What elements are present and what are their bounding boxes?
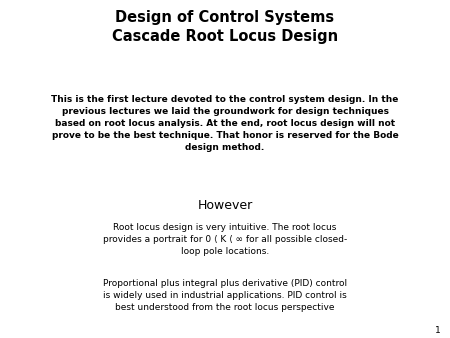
Text: Design of Control Systems
Cascade Root Locus Design: Design of Control Systems Cascade Root L… <box>112 10 338 44</box>
Text: 1: 1 <box>435 325 441 335</box>
Text: However: However <box>198 199 252 212</box>
Text: Proportional plus integral plus derivative (PID) control
is widely used in indus: Proportional plus integral plus derivati… <box>103 279 347 312</box>
Text: Root locus design is very intuitive. The root locus
provides a portrait for 0 ⟨ : Root locus design is very intuitive. The… <box>103 223 347 257</box>
Text: This is the first lecture devoted to the control system design. In the
previous : This is the first lecture devoted to the… <box>51 95 399 152</box>
